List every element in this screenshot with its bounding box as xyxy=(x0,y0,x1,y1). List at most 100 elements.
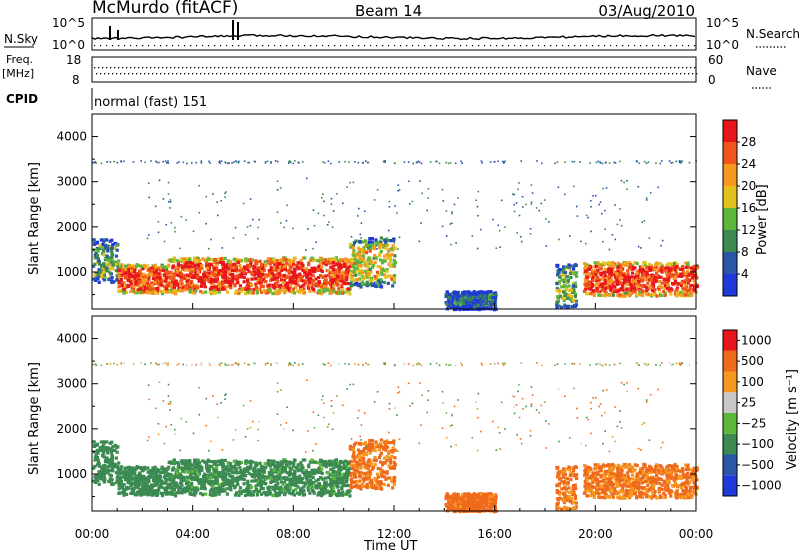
power-sparse-echo xyxy=(678,160,681,162)
velocity-echo-2 xyxy=(336,461,340,465)
power-echo-3 xyxy=(354,254,358,258)
power-echo-2 xyxy=(232,257,236,261)
power-echo-6 xyxy=(657,266,661,270)
nsearch-point xyxy=(388,45,390,47)
power-echo-2 xyxy=(337,265,341,269)
power-echo-6 xyxy=(620,281,624,286)
power-echo-2 xyxy=(267,269,271,273)
velocity-echo-1 xyxy=(120,465,124,469)
power-echo-6 xyxy=(689,266,694,270)
power-echo-0 xyxy=(110,280,114,285)
power-echo-2 xyxy=(212,284,216,288)
power-echo-6 xyxy=(648,266,652,270)
power-echo-5 xyxy=(562,265,566,269)
velocity-echo-2 xyxy=(192,489,196,494)
freq-point xyxy=(526,67,528,69)
velocity-echo-1 xyxy=(154,475,158,480)
power-echo-6 xyxy=(693,285,697,289)
power-scatter-echo xyxy=(626,180,628,182)
power-scatter-echo xyxy=(513,203,516,206)
power-scatter-echo xyxy=(531,192,534,194)
power-echo-2 xyxy=(272,276,276,280)
power-echo-6 xyxy=(640,279,645,283)
power-echo-5 xyxy=(557,280,562,284)
power-echo-2 xyxy=(216,287,220,291)
power-echo-3 xyxy=(374,256,378,260)
power-scatter-echo xyxy=(598,203,600,206)
power-sparse-echo xyxy=(208,160,210,163)
power-echo-1 xyxy=(149,291,153,295)
power-echo-0 xyxy=(103,275,107,279)
velocity-echo-1 xyxy=(128,475,132,479)
freq-point xyxy=(426,67,428,69)
nsearch-point xyxy=(478,45,480,47)
power-echo-6 xyxy=(642,271,646,275)
velocity-echo-1 xyxy=(118,467,122,471)
power-scatter-echo xyxy=(363,210,366,212)
velocity-echo-2 xyxy=(301,470,305,475)
freq-point xyxy=(682,67,684,69)
nsearch-point xyxy=(166,45,168,47)
power-echo-2 xyxy=(247,269,251,273)
velocity-echo-1 xyxy=(136,490,140,494)
power-sparse-echo xyxy=(647,161,650,163)
power-echo-6 xyxy=(668,275,672,279)
power-echo-2 xyxy=(259,262,264,266)
nsearch-point xyxy=(118,45,120,47)
power-echo-2 xyxy=(204,264,209,268)
nave-point xyxy=(420,73,422,75)
power-echo-5 xyxy=(572,267,576,271)
nsearch-point xyxy=(652,45,654,47)
power-echo-2 xyxy=(335,269,339,273)
nave-point xyxy=(300,73,302,75)
power-scatter-echo xyxy=(641,221,644,224)
velocity-echo-2 xyxy=(327,463,332,467)
power-echo-2 xyxy=(209,277,213,281)
freq-point xyxy=(606,67,608,69)
nsearch-point xyxy=(322,45,324,47)
power-echo-2 xyxy=(318,274,323,278)
power-echo-1 xyxy=(121,289,125,293)
power-echo-6 xyxy=(657,284,662,288)
power-echo-4 xyxy=(493,300,497,304)
velocity-echo-2 xyxy=(306,480,311,484)
velocity-echo-2 xyxy=(343,492,347,497)
power-echo-4 xyxy=(449,293,453,297)
power-echo-1 xyxy=(153,278,157,282)
nave-point xyxy=(392,73,394,75)
power-echo-2 xyxy=(185,279,190,283)
power-echo-6 xyxy=(657,269,661,273)
power-echo-0 xyxy=(108,267,112,271)
power-echo-2 xyxy=(179,272,183,276)
velocity-echo-2 xyxy=(176,466,181,470)
power-echo-3 xyxy=(386,281,390,285)
power-echo-2 xyxy=(182,274,186,278)
nave-point xyxy=(480,73,482,75)
freq-point xyxy=(374,67,376,69)
power-echo-0 xyxy=(102,249,106,253)
velocity-echo-2 xyxy=(269,480,273,484)
power-sparse-echo xyxy=(504,160,506,162)
power-echo-6 xyxy=(663,286,667,290)
power-echo-2 xyxy=(263,260,267,264)
power-echo-2 xyxy=(244,291,248,296)
velocity-echo-2 xyxy=(268,490,272,494)
freq-point xyxy=(202,67,204,69)
power-echo-6 xyxy=(665,281,670,285)
power-echo-5 xyxy=(555,263,559,268)
power-echo-2 xyxy=(265,273,269,277)
power-echo-6 xyxy=(615,272,619,276)
power-echo-1 xyxy=(144,279,148,283)
power-echo-2 xyxy=(211,278,215,282)
velocity-echo-1 xyxy=(147,478,151,482)
power-echo-3 xyxy=(371,263,376,267)
power-echo-2 xyxy=(233,262,237,266)
power-echo-6 xyxy=(590,275,594,280)
velocity-echo-2 xyxy=(257,468,261,472)
freq-point xyxy=(446,67,448,69)
velocity-echo-2 xyxy=(174,468,178,472)
power-echo-2 xyxy=(342,273,347,277)
power-echo-1 xyxy=(151,277,156,281)
power-echo-4 xyxy=(445,290,449,294)
power-scatter-echo xyxy=(525,203,527,206)
